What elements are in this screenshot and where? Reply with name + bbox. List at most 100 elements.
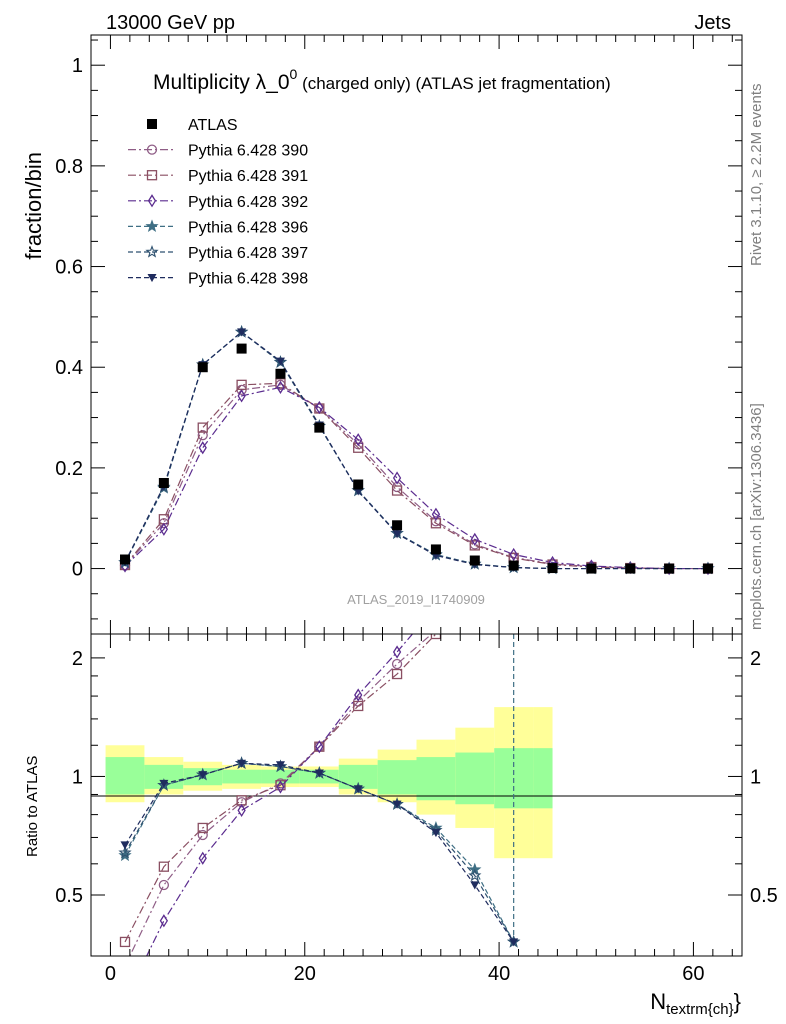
atlas-data-point	[430, 544, 441, 555]
rivet-label: Rivet 3.1.10, ≥ 2.2M events	[748, 84, 765, 267]
x-axis-label: Ntextrm{ch}}	[650, 989, 741, 1018]
ratio-series-marker	[468, 868, 482, 882]
ratio-series-marker	[158, 879, 170, 891]
legend-marker	[146, 144, 158, 155]
series-marker	[353, 442, 364, 453]
ratio-series-marker	[392, 800, 402, 809]
chart-title-main: Multiplicity λ_0	[153, 71, 290, 94]
ratio-series-marker	[159, 779, 169, 788]
legend-marker	[147, 274, 157, 283]
atlas-data-point	[702, 563, 713, 574]
ratio-series-marker	[509, 938, 519, 947]
ratio-series-marker	[197, 822, 208, 834]
legend-marker	[147, 119, 157, 129]
series-line	[124, 384, 708, 570]
atlas-data-point	[547, 563, 558, 574]
ratio-stat-uncertainty	[416, 757, 456, 801]
ratio-series-marker	[470, 881, 480, 890]
legend-marker	[147, 194, 157, 208]
legend-marker	[146, 170, 158, 181]
legend-label: Pythia 6.428 390	[188, 143, 308, 160]
ratio-ticks: 0.5 0.51 12 20 20 40 60	[55, 634, 778, 985]
y-tick-label: 0.2	[55, 458, 83, 480]
ratio-series-marker	[276, 780, 285, 794]
ratio-series-marker	[158, 861, 170, 872]
ratio-stat-uncertainty	[105, 757, 145, 795]
series-marker	[276, 380, 285, 394]
ratio-panel: 0.5 0.51 12 20 20 40 60 Ntextrm{ch}}	[55, 633, 778, 1018]
series-marker	[197, 430, 208, 441]
ratio-series-layer	[118, 634, 521, 956]
atlas-data-point	[625, 563, 636, 574]
x-tick-label: 0	[105, 963, 116, 985]
series-marker	[237, 389, 246, 403]
ratio-series-marker	[237, 803, 246, 818]
atlas-data-point	[508, 560, 519, 571]
series-marker	[509, 547, 518, 562]
series-line	[124, 382, 708, 570]
legend-label: Pythia 6.428 398	[188, 271, 308, 288]
ratio-series-marker	[198, 851, 207, 865]
series-marker	[392, 471, 402, 485]
legend-marker	[145, 245, 159, 258]
series-marker	[197, 422, 208, 433]
atlas-data-point	[314, 422, 325, 433]
ratio-y-tick-label: 2	[72, 648, 83, 670]
ratio-series-marker	[353, 785, 363, 794]
ratio-series-marker	[315, 740, 324, 754]
series-marker	[470, 532, 479, 546]
analysis-watermark: ATLAS_2019_I1740909	[347, 592, 485, 607]
ratio-y-tick-label-right: 2	[750, 648, 761, 670]
atlas-data-point	[197, 362, 208, 373]
legend-label: Pythia 6.428 396	[188, 219, 308, 236]
atlas-data-point	[236, 343, 247, 354]
mcplots-label: mcplots.cern.ch [arXiv:1306.3436]	[748, 403, 765, 630]
series-line	[124, 331, 708, 570]
y-tick-label: 0.4	[55, 357, 83, 379]
ratio-y-tick-label: 0.5	[55, 885, 83, 907]
x-axis-label-sub: textrm{ch}	[666, 1001, 734, 1018]
series-marker	[237, 328, 247, 337]
y-tick-label: 0.8	[55, 156, 83, 178]
chart-title-rest: (charged only) (ATLAS jet fragmentation)	[297, 74, 610, 93]
x-axis-label-main: N	[650, 989, 666, 1014]
x-tick-label: 20	[294, 963, 316, 985]
atlas-data-point	[664, 563, 675, 574]
ratio-series-line	[129, 634, 433, 956]
series-marker	[275, 378, 286, 389]
ratio-series-marker	[197, 829, 208, 841]
series-marker	[354, 433, 363, 447]
y-axis-label: fraction/bin	[21, 152, 46, 260]
x-tick-label: 60	[682, 963, 704, 985]
atlas-data-point	[353, 479, 364, 490]
legend-label: Pythia 6.428 392	[188, 194, 308, 211]
main-ticks: 0 0.2 0.4 0.6 0.8 1	[55, 35, 742, 634]
ratio-series-marker	[314, 769, 324, 778]
atlas-data-point	[120, 554, 131, 565]
ratio-stat-uncertainty	[222, 769, 262, 784]
ratio-series-marker	[198, 771, 208, 780]
x-tick-label: 40	[488, 963, 510, 985]
ratio-series-line	[124, 634, 437, 943]
legend-label: Pythia 6.428 391	[188, 168, 308, 185]
ratio-series-marker	[354, 688, 363, 702]
ratio-stat-uncertainty	[261, 769, 300, 784]
chart-title: Multiplicity λ_00 (charged only) (ATLAS …	[153, 66, 611, 94]
ratio-stat-uncertainty	[338, 764, 378, 789]
ratio-series-marker	[391, 668, 403, 680]
series-line	[124, 386, 708, 570]
x-axis-label-tail: }	[734, 989, 741, 1014]
atlas-data-point	[469, 555, 480, 566]
main-series-layer	[118, 324, 715, 576]
series-marker	[392, 530, 402, 539]
y-tick-label: 0	[72, 559, 83, 581]
process-label: Jets	[694, 12, 731, 34]
collision-label: 13000 GeV pp	[106, 12, 235, 34]
ratio-stat-uncertainty	[377, 760, 417, 795]
ratio-series-marker	[275, 761, 285, 770]
ratio-y-axis-label: Ratio to ATLAS	[24, 756, 41, 857]
series-marker	[275, 357, 285, 366]
series-marker	[469, 540, 480, 551]
atlas-data-point	[586, 563, 597, 574]
